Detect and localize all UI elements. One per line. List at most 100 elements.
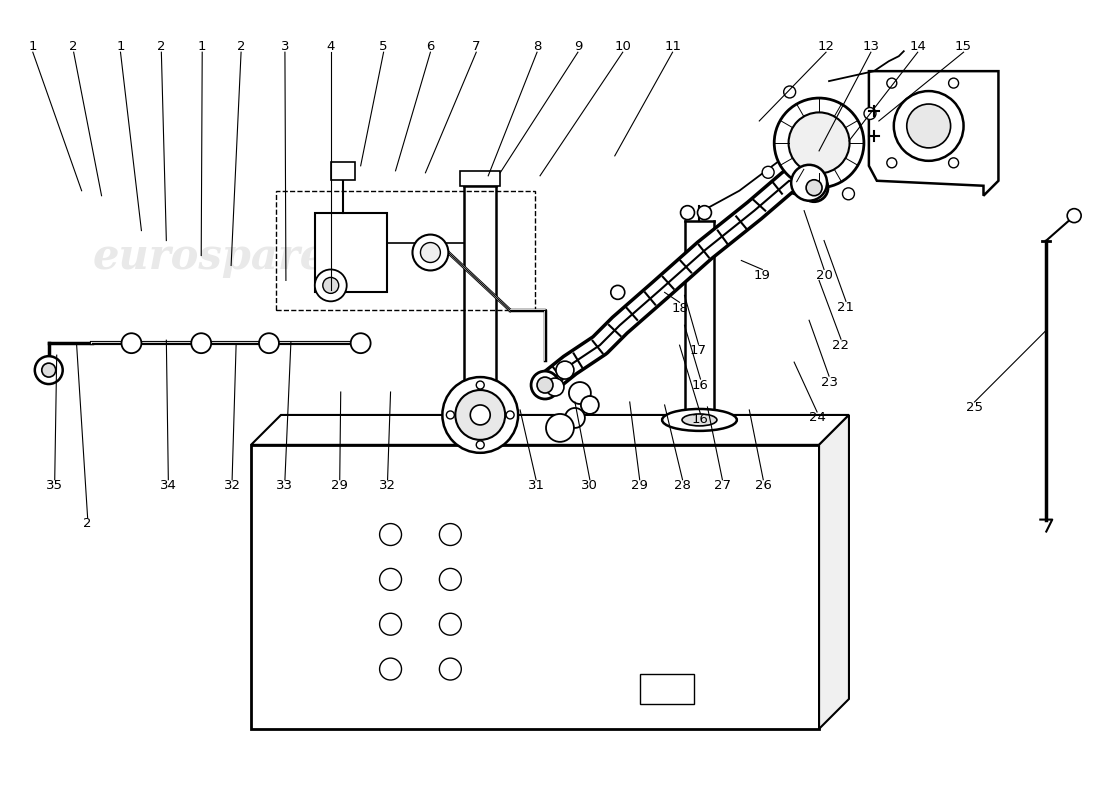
Circle shape	[379, 614, 401, 635]
Circle shape	[948, 78, 958, 88]
Text: 22: 22	[833, 338, 849, 352]
Polygon shape	[869, 71, 999, 196]
Circle shape	[471, 405, 491, 425]
Text: 35: 35	[46, 479, 63, 492]
Circle shape	[556, 361, 574, 379]
Circle shape	[581, 396, 598, 414]
Circle shape	[439, 523, 461, 546]
Text: 13: 13	[862, 40, 879, 53]
Circle shape	[681, 206, 694, 220]
Circle shape	[121, 334, 142, 353]
Circle shape	[379, 523, 401, 546]
Text: 19: 19	[754, 269, 771, 282]
Circle shape	[864, 107, 876, 119]
Bar	[251, 445, 820, 729]
Circle shape	[442, 377, 518, 453]
Text: 1: 1	[198, 40, 207, 53]
Text: 30: 30	[582, 479, 598, 492]
Text: 26: 26	[755, 479, 772, 492]
Text: 10: 10	[614, 40, 631, 53]
Circle shape	[783, 86, 795, 98]
Circle shape	[258, 334, 279, 353]
Circle shape	[439, 614, 461, 635]
Circle shape	[455, 390, 505, 440]
Circle shape	[610, 286, 625, 299]
Circle shape	[774, 98, 864, 188]
Circle shape	[894, 91, 964, 161]
Circle shape	[906, 104, 950, 148]
Text: 21: 21	[837, 301, 855, 314]
Circle shape	[789, 113, 849, 174]
Circle shape	[565, 408, 585, 428]
Text: 18: 18	[671, 302, 688, 315]
Bar	[460, 170, 500, 186]
Bar	[640, 674, 694, 704]
Circle shape	[546, 414, 574, 442]
Circle shape	[537, 377, 553, 393]
Text: 31: 31	[528, 479, 544, 492]
Text: 29: 29	[331, 479, 349, 492]
Text: 23: 23	[821, 375, 837, 389]
Text: 9: 9	[574, 40, 582, 53]
Text: 27: 27	[714, 479, 730, 492]
Circle shape	[843, 188, 855, 200]
Circle shape	[420, 242, 440, 262]
Text: 29: 29	[631, 479, 648, 492]
Text: 20: 20	[815, 269, 833, 282]
Text: 2: 2	[236, 40, 245, 53]
Circle shape	[322, 278, 339, 294]
Text: 1: 1	[117, 40, 124, 53]
Text: 2: 2	[157, 40, 166, 53]
Circle shape	[887, 78, 896, 88]
Circle shape	[1067, 209, 1081, 222]
Text: 6: 6	[426, 40, 434, 53]
Circle shape	[476, 381, 484, 389]
Text: 11: 11	[664, 40, 681, 53]
Text: 3: 3	[280, 40, 289, 53]
Circle shape	[379, 658, 401, 680]
Circle shape	[948, 158, 958, 168]
Text: 28: 28	[674, 479, 691, 492]
Ellipse shape	[682, 414, 717, 426]
Polygon shape	[820, 415, 849, 729]
Circle shape	[762, 166, 774, 178]
Circle shape	[887, 158, 896, 168]
Circle shape	[506, 411, 514, 419]
Circle shape	[439, 658, 461, 680]
Text: 32: 32	[223, 479, 241, 492]
Circle shape	[191, 334, 211, 353]
Text: 2: 2	[69, 40, 78, 53]
Text: 16: 16	[692, 378, 708, 391]
Text: 1: 1	[29, 40, 37, 53]
Circle shape	[806, 180, 822, 196]
Circle shape	[447, 411, 454, 419]
Circle shape	[697, 206, 712, 220]
Text: 12: 12	[817, 40, 835, 53]
Text: 2: 2	[84, 517, 92, 530]
Bar	[276, 190, 535, 310]
Circle shape	[351, 334, 371, 353]
Text: 8: 8	[532, 40, 541, 53]
Text: eurospares: eurospares	[552, 618, 811, 660]
Text: 32: 32	[379, 479, 396, 492]
Bar	[315, 213, 386, 292]
Circle shape	[546, 378, 564, 396]
Bar	[331, 162, 354, 180]
Circle shape	[379, 569, 401, 590]
Circle shape	[531, 371, 559, 399]
Circle shape	[412, 234, 449, 270]
Circle shape	[791, 165, 827, 201]
Circle shape	[439, 569, 461, 590]
Polygon shape	[251, 415, 849, 445]
Circle shape	[821, 133, 837, 149]
Text: 34: 34	[160, 479, 177, 492]
Ellipse shape	[662, 409, 737, 431]
Circle shape	[569, 382, 591, 404]
Text: 25: 25	[966, 402, 983, 414]
Text: 17: 17	[690, 344, 707, 357]
Text: 24: 24	[808, 411, 825, 425]
Text: 16: 16	[692, 414, 708, 426]
Text: 33: 33	[276, 479, 294, 492]
Circle shape	[42, 363, 56, 377]
Text: 4: 4	[327, 40, 336, 53]
